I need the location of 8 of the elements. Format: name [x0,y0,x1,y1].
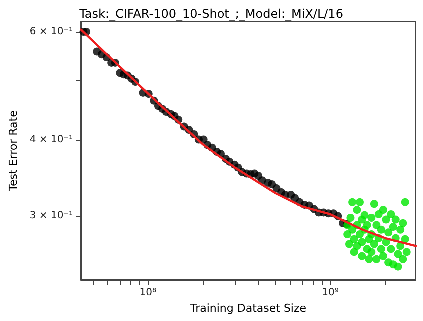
x-tick-label: 10⁹ [322,288,339,298]
x-tick-label: 10⁸ [140,288,156,298]
y-tick-label: 4 × 10⁻¹ [30,134,74,146]
chart-title: Task:_CIFAR-100_10-Shot_;_Model:_MiX/L/16 [78,7,344,21]
y-tick-label: 6 × 10⁻¹ [30,26,74,38]
y-axis-title: Test Error Rate [7,110,20,192]
x-axis-title: Training Dataset Size [189,302,307,315]
y-tick-label: 3 × 10⁻¹ [30,210,74,222]
